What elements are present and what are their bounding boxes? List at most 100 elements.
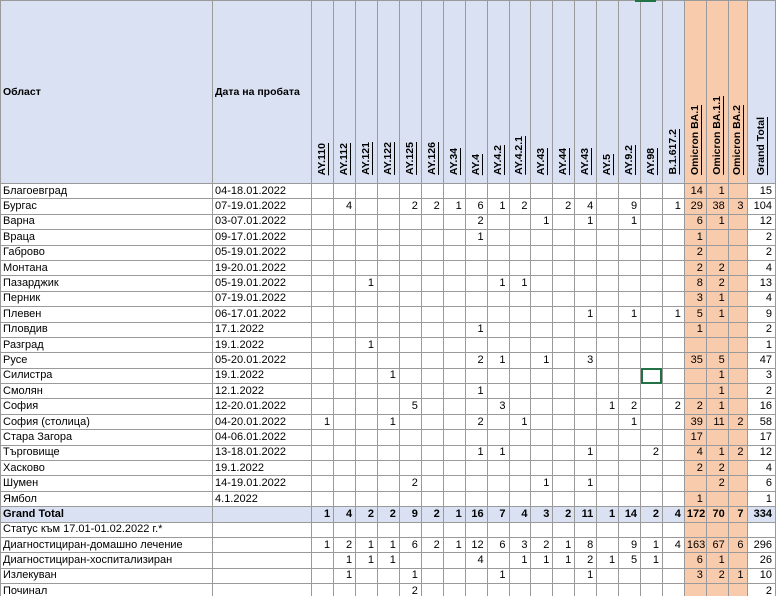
omicron-count-cell[interactable]: 163	[683, 536, 707, 554]
variant-count-cell[interactable]	[486, 475, 510, 492]
omicron-count-cell[interactable]	[727, 213, 748, 231]
variant-count-cell[interactable]	[464, 567, 488, 585]
variant-header[interactable]: AY.4	[464, 0, 488, 184]
variant-count-cell[interactable]	[574, 244, 598, 261]
omicron-count-cell[interactable]	[727, 583, 748, 596]
empty-cell[interactable]	[727, 521, 748, 538]
variant-count-cell[interactable]	[661, 229, 685, 246]
variant-count-cell[interactable]: 1	[442, 506, 466, 523]
variant-count-cell[interactable]	[640, 490, 663, 508]
region-cell[interactable]: Пазарджик	[0, 275, 214, 292]
variant-count-cell[interactable]	[574, 290, 598, 308]
variant-count-cell[interactable]	[596, 275, 620, 292]
grand-total-cell[interactable]: 4	[746, 290, 777, 308]
variant-count-cell[interactable]: 1	[574, 567, 598, 585]
variant-count-cell[interactable]: 1	[508, 552, 532, 569]
variant-count-cell[interactable]	[333, 275, 357, 292]
variant-count-cell[interactable]	[574, 583, 598, 596]
variant-count-cell[interactable]	[574, 321, 598, 338]
omicron-count-cell[interactable]: 2	[705, 259, 729, 277]
omicron-count-cell[interactable]	[705, 229, 729, 246]
variant-count-cell[interactable]	[552, 490, 576, 508]
grand-total-cell[interactable]: 47	[746, 352, 777, 369]
omicron-count-cell[interactable]	[727, 321, 748, 338]
variant-count-cell[interactable]	[420, 229, 444, 246]
variant-count-cell[interactable]: 1	[377, 552, 400, 569]
variant-count-cell[interactable]	[640, 321, 663, 338]
variant-header[interactable]: AY.121	[355, 0, 378, 184]
variant-count-cell[interactable]: 6	[486, 536, 510, 554]
omicron-header[interactable]: Omicron BA.2	[727, 0, 748, 184]
variant-count-cell[interactable]: 1	[486, 567, 510, 585]
variant-count-cell[interactable]: 1	[333, 552, 357, 569]
variant-count-cell[interactable]	[464, 583, 488, 596]
variant-count-cell[interactable]	[333, 306, 357, 323]
omicron-count-cell[interactable]	[705, 429, 729, 446]
variant-count-cell[interactable]	[377, 352, 400, 369]
variant-count-cell[interactable]	[311, 429, 335, 446]
variant-count-cell[interactable]	[311, 306, 335, 323]
variant-header[interactable]: AY.126	[420, 0, 444, 184]
variant-count-cell[interactable]	[398, 259, 422, 277]
empty-cell[interactable]	[486, 521, 510, 538]
variant-count-cell[interactable]	[574, 259, 598, 277]
date-cell[interactable]: 14-19.01.2022	[212, 475, 313, 492]
omicron-count-cell[interactable]: 1	[727, 567, 748, 585]
empty-cell[interactable]	[746, 521, 777, 538]
grand-total-cell[interactable]: 2	[746, 383, 777, 400]
variant-count-cell[interactable]	[574, 336, 598, 354]
variant-count-cell[interactable]: 1	[486, 275, 510, 292]
variant-count-cell[interactable]: 1	[508, 275, 532, 292]
omicron-count-cell[interactable]: 2	[705, 567, 729, 585]
variant-count-cell[interactable]	[618, 259, 642, 277]
variant-count-cell[interactable]	[355, 352, 378, 369]
variant-header[interactable]: AY.34	[442, 0, 466, 184]
variant-count-cell[interactable]	[420, 367, 444, 385]
omicron-count-cell[interactable]	[727, 367, 748, 385]
variant-header[interactable]: AY.43	[574, 0, 598, 184]
variant-count-cell[interactable]: 1	[398, 567, 422, 585]
variant-count-cell[interactable]	[333, 429, 357, 446]
variant-count-cell[interactable]	[420, 429, 444, 446]
variant-count-cell[interactable]	[596, 306, 620, 323]
omicron-count-cell[interactable]: 172	[683, 506, 707, 523]
variant-count-cell[interactable]	[552, 259, 576, 277]
variant-count-cell[interactable]: 1	[355, 536, 378, 554]
variant-count-cell[interactable]	[333, 182, 357, 200]
variant-count-cell[interactable]	[596, 413, 620, 431]
variant-count-cell[interactable]	[486, 182, 510, 200]
variant-count-cell[interactable]	[377, 259, 400, 277]
variant-count-cell[interactable]	[377, 321, 400, 338]
date-cell[interactable]: 07-19.01.2022	[212, 290, 313, 308]
variant-count-cell[interactable]	[530, 429, 554, 446]
date-cell[interactable]: 13-18.01.2022	[212, 444, 313, 462]
variant-count-cell[interactable]: 1	[355, 275, 378, 292]
variant-count-cell[interactable]	[442, 567, 466, 585]
variant-count-cell[interactable]	[355, 490, 378, 508]
variant-count-cell[interactable]	[311, 367, 335, 385]
region-cell[interactable]: Монтана	[0, 259, 214, 277]
variant-count-cell[interactable]	[508, 460, 532, 477]
variant-count-cell[interactable]: 1	[464, 383, 488, 400]
variant-count-cell[interactable]	[333, 352, 357, 369]
empty-cell[interactable]	[596, 521, 620, 538]
variant-count-cell[interactable]	[508, 383, 532, 400]
variant-count-cell[interactable]	[596, 244, 620, 261]
variant-header[interactable]: AY.110	[311, 0, 335, 184]
variant-count-cell[interactable]	[486, 290, 510, 308]
variant-count-cell[interactable]	[618, 352, 642, 369]
omicron-count-cell[interactable]	[683, 367, 707, 385]
variant-count-cell[interactable]: 1	[640, 552, 663, 569]
variant-count-cell[interactable]: 2	[508, 198, 532, 215]
variant-count-cell[interactable]	[552, 306, 576, 323]
variant-count-cell[interactable]	[333, 259, 357, 277]
region-cell[interactable]: Търговище	[0, 444, 214, 462]
variant-header[interactable]: AY.98	[640, 0, 663, 184]
omicron-count-cell[interactable]	[727, 490, 748, 508]
variant-count-cell[interactable]	[618, 429, 642, 446]
variant-count-cell[interactable]	[398, 413, 422, 431]
region-cell[interactable]: Силистра	[0, 367, 214, 385]
variant-count-cell[interactable]	[464, 182, 488, 200]
variant-count-cell[interactable]	[640, 229, 663, 246]
grand-total-cell[interactable]: 2	[746, 583, 777, 596]
